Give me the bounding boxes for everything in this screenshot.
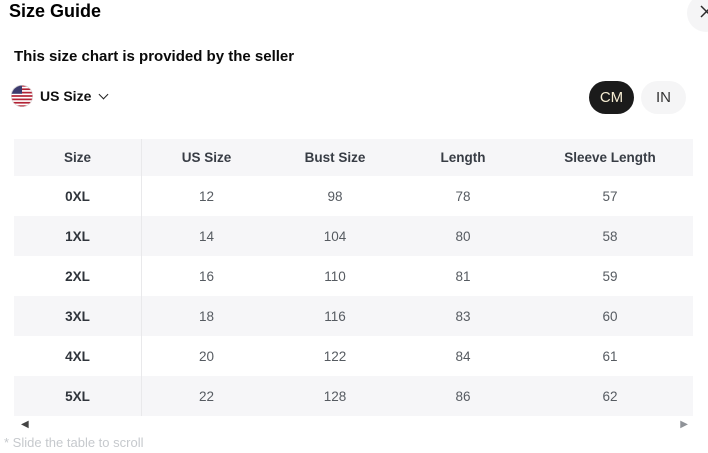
- value-cell: 116: [324, 308, 346, 324]
- table-row: 2XL 16 110 81 59: [14, 256, 693, 296]
- header-cell-us-size: US Size: [181, 150, 232, 165]
- page-title: Size Guide: [9, 1, 102, 21]
- value-cell: 60: [602, 308, 618, 324]
- header-cell-size: Size: [14, 139, 142, 176]
- value-cell: 18: [198, 308, 215, 324]
- value-cell: 84: [455, 348, 471, 364]
- value-cell: 81: [455, 268, 471, 284]
- value-cell: 62: [602, 388, 618, 404]
- seller-chart-note: This size chart is provided by the selle…: [14, 48, 295, 65]
- value-cell: 14: [198, 228, 215, 244]
- scroll-hint-text: * Slide the table to scroll: [4, 435, 144, 450]
- value-cell: 59: [602, 268, 618, 284]
- close-button[interactable]: [687, 0, 708, 32]
- value-cell: 98: [327, 188, 343, 204]
- table-row: 4XL 20 122 84 61: [14, 336, 693, 376]
- header-cell-sleeve-length: Sleeve Length: [564, 150, 656, 165]
- header-cell-bust-size: Bust Size: [304, 150, 366, 165]
- size-system-label: US Size: [40, 88, 92, 104]
- size-system-dropdown[interactable]: US Size: [11, 84, 109, 108]
- table-header-row: Size US Size Bust Size Length Sleeve Len…: [14, 139, 693, 176]
- chevron-down-icon: [98, 89, 109, 99]
- value-cell: 80: [455, 228, 471, 244]
- size-cell: 1XL: [14, 216, 142, 256]
- value-cell: 104: [323, 228, 347, 244]
- value-cell: 22: [198, 388, 215, 404]
- scroll-right-icon[interactable]: ▶: [680, 419, 688, 430]
- table-row: 5XL 22 128 86 62: [14, 376, 693, 416]
- size-cell: 2XL: [14, 256, 142, 296]
- table-row: 1XL 14 104 80 58: [14, 216, 693, 256]
- size-cell: 0XL: [14, 176, 142, 216]
- value-cell: 20: [198, 348, 215, 364]
- size-cell: 5XL: [14, 376, 142, 416]
- size-table[interactable]: Size US Size Bust Size Length Sleeve Len…: [14, 139, 693, 416]
- value-cell: 58: [602, 228, 618, 244]
- us-flag-icon: [11, 85, 33, 107]
- table-row: 3XL 18 116 83 60: [14, 296, 693, 336]
- value-cell: 86: [455, 388, 471, 404]
- table-row: 0XL 12 98 78 57: [14, 176, 693, 216]
- value-cell: 12: [198, 188, 215, 204]
- value-cell: 16: [198, 268, 215, 284]
- unit-in-button[interactable]: IN: [641, 81, 686, 114]
- value-cell: 83: [455, 308, 471, 324]
- unit-cm-button[interactable]: CM: [589, 81, 634, 114]
- value-cell: 122: [323, 348, 347, 364]
- close-icon: [699, 4, 708, 22]
- table-scroll-indicator: ◀ ▶: [14, 418, 693, 432]
- value-cell: 128: [323, 388, 347, 404]
- size-cell: 3XL: [14, 296, 142, 336]
- size-cell: 4XL: [14, 336, 142, 376]
- unit-toggle: CM IN: [589, 81, 686, 114]
- value-cell: 78: [455, 188, 471, 204]
- value-cell: 110: [324, 268, 346, 284]
- scroll-left-icon[interactable]: ◀: [21, 419, 29, 430]
- header-cell-length: Length: [440, 150, 486, 165]
- value-cell: 57: [602, 188, 618, 204]
- value-cell: 61: [602, 348, 618, 364]
